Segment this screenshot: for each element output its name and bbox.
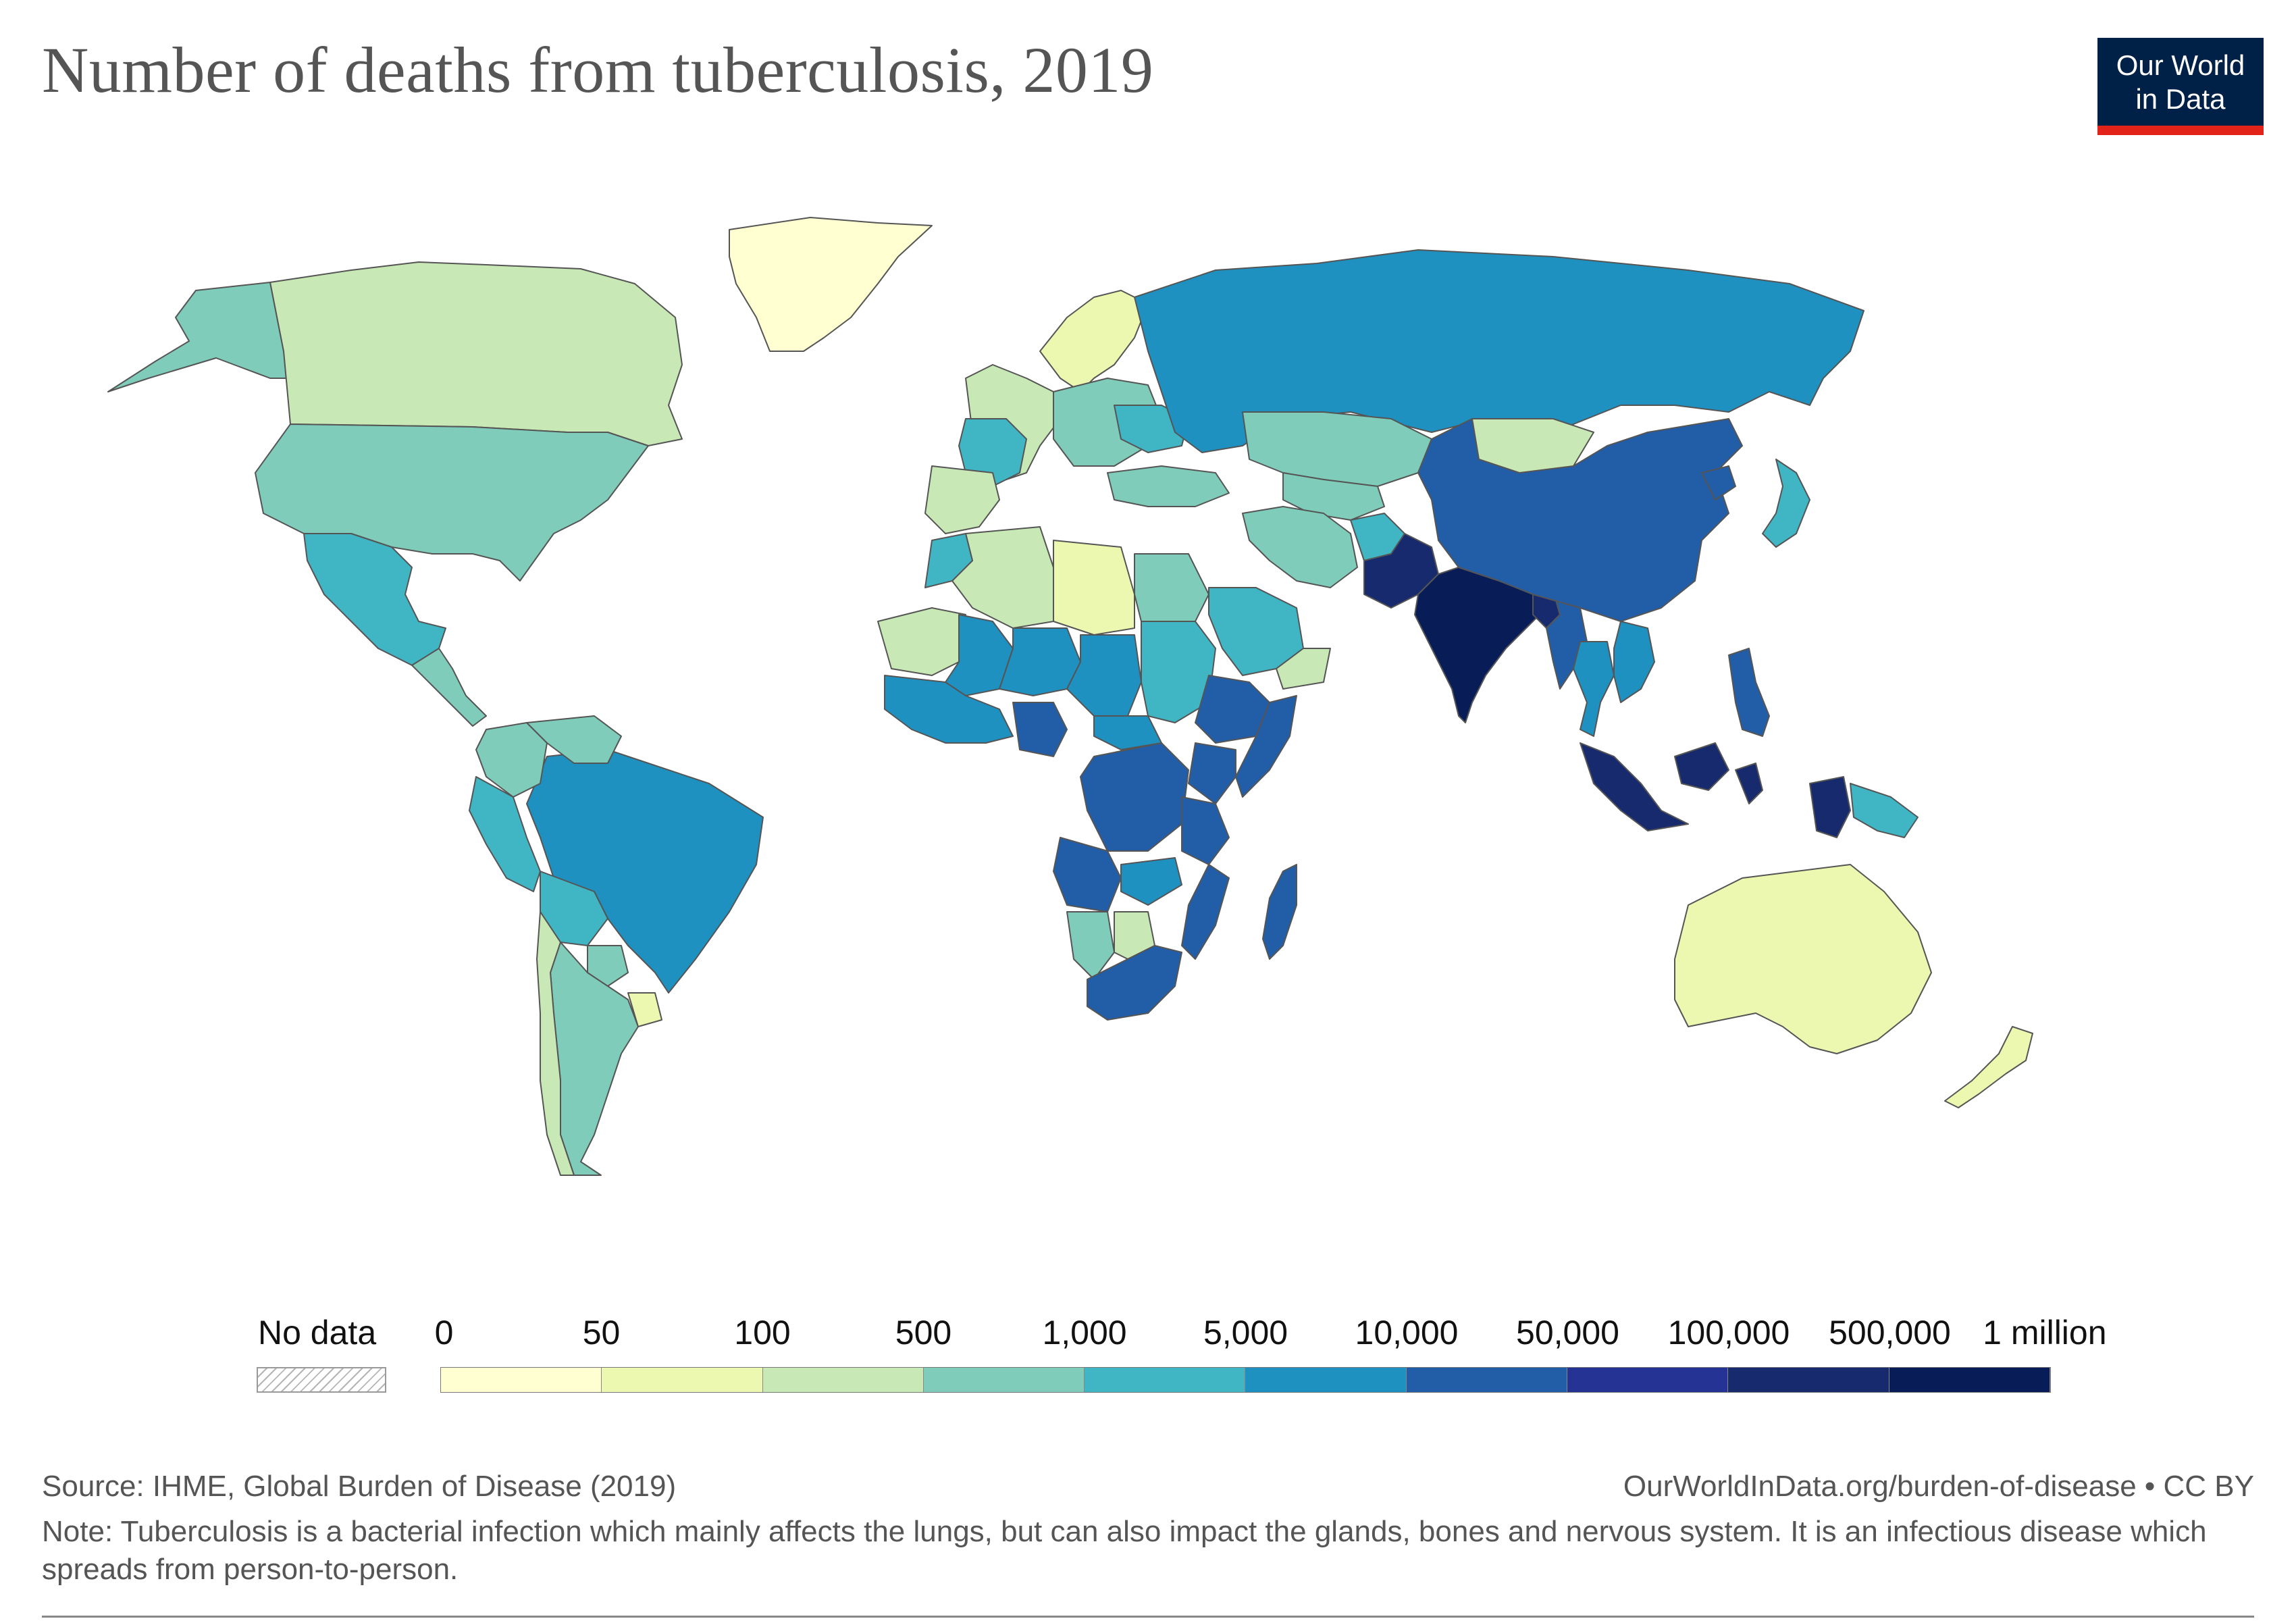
region-libya[interactable]	[1053, 540, 1135, 636]
legend-no-data-swatch	[257, 1367, 386, 1393]
region-zambia[interactable]	[1120, 857, 1182, 906]
region-iran[interactable]	[1242, 506, 1358, 588]
region-tanzania[interactable]	[1181, 796, 1230, 865]
region-north-korea[interactable]	[1701, 465, 1736, 500]
region-venezuela[interactable]	[526, 715, 622, 764]
region-paraguay[interactable]	[587, 945, 629, 987]
legend-tick-label: 50,000	[1516, 1314, 1619, 1352]
legend-bin-2	[762, 1368, 924, 1392]
region-japan[interactable]	[1762, 459, 1810, 548]
source-url[interactable]: OurWorldInData.org/burden-of-disease • C…	[1623, 1470, 2254, 1503]
color-legend	[440, 1367, 2051, 1393]
legend-tick-label: 50	[582, 1314, 621, 1352]
bottom-divider	[42, 1616, 2254, 1618]
legend-bin-8	[1728, 1368, 1889, 1392]
region-france[interactable]	[958, 418, 1027, 487]
region-madagascar[interactable]	[1262, 864, 1297, 960]
region-west-africa[interactable]	[884, 675, 1014, 744]
logo-line-1: Our World	[2116, 49, 2245, 81]
region-arabian-peninsula[interactable]	[1276, 648, 1331, 690]
legend-bin-7	[1567, 1368, 1729, 1392]
region-somalia[interactable]	[1235, 695, 1297, 798]
region-chad[interactable]	[1066, 634, 1142, 717]
region-sudan[interactable]	[1141, 621, 1216, 723]
logo-line-2: in Data	[2135, 83, 2226, 115]
region-uruguay[interactable]	[627, 992, 662, 1027]
region-turkey[interactable]	[1107, 465, 1230, 507]
legend-tick-label: 100	[734, 1314, 791, 1352]
legend-bin-3	[923, 1368, 1085, 1392]
region-russia[interactable]	[1134, 249, 1864, 453]
region-central-america[interactable]	[411, 648, 487, 727]
region-canada[interactable]	[269, 261, 683, 446]
region-mozambique[interactable]	[1181, 864, 1230, 960]
region-namibia[interactable]	[1066, 911, 1115, 980]
legend-bin-0	[441, 1368, 602, 1392]
region-iceland-and-nordics[interactable]	[1039, 290, 1149, 392]
region-mexico[interactable]	[303, 533, 446, 666]
legend-tick-label: 100,000	[1667, 1314, 1790, 1352]
legend-tick-label: 500,000	[1829, 1314, 1951, 1352]
legend-bin-4	[1085, 1368, 1246, 1392]
legend-tick-label: 10,000	[1355, 1314, 1459, 1352]
region-spain[interactable]	[924, 465, 1000, 534]
region-kazakhstan[interactable]	[1242, 411, 1432, 487]
region-nigeria[interactable]	[1012, 702, 1068, 757]
legend-no-data-label: No data	[258, 1314, 377, 1352]
region-south-africa[interactable]	[1087, 945, 1182, 1021]
region-central-asia[interactable]	[1282, 472, 1385, 521]
region-thailand[interactable]	[1573, 641, 1615, 737]
region-vietnam[interactable]	[1613, 621, 1655, 703]
region-peru[interactable]	[469, 776, 541, 892]
source-text: Source: IHME, Global Burden of Disease (…	[42, 1470, 677, 1503]
region-new-zealand[interactable]	[1944, 1026, 2033, 1108]
legend-tick-label: 5,000	[1203, 1314, 1288, 1352]
legend-bin-9	[1889, 1368, 2050, 1392]
region-mongolia[interactable]	[1471, 418, 1594, 473]
owid-logo[interactable]: Our World in Data	[2097, 38, 2264, 135]
legend-bin-6	[1406, 1368, 1568, 1392]
region-egypt[interactable]	[1134, 553, 1209, 622]
region-chile[interactable]	[536, 911, 575, 1176]
note-text: Note: Tuberculosis is a bacterial infect…	[42, 1515, 2207, 1586]
region-papua-new-guinea[interactable]	[1850, 783, 1919, 838]
legend-tick-label: 500	[895, 1314, 952, 1352]
region-brazil[interactable]	[526, 749, 764, 994]
region-indonesia[interactable]	[1580, 742, 1851, 838]
region-dr-congo[interactable]	[1080, 742, 1189, 852]
legend-bin-5	[1245, 1368, 1407, 1392]
world-map	[107, 217, 2033, 1176]
legend-bin-1	[602, 1368, 763, 1392]
chart-title: Number of deaths from tuberculosis, 2019	[42, 34, 1154, 106]
region-morocco[interactable]	[924, 533, 973, 588]
region-mali[interactable]	[945, 614, 1014, 696]
region-greenland[interactable]	[729, 217, 933, 352]
legend-tick-label: 1 million	[1983, 1314, 2107, 1352]
legend-tick-label: 0	[434, 1314, 454, 1352]
legend-tick-label: 1,000	[1042, 1314, 1127, 1352]
region-niger[interactable]	[999, 627, 1081, 696]
region-australia[interactable]	[1674, 864, 1932, 1054]
region-kenya[interactable]	[1188, 742, 1236, 804]
region-west-sahel[interactable]	[877, 607, 966, 676]
region-philippines[interactable]	[1728, 648, 1770, 737]
region-myanmar[interactable]	[1546, 590, 1588, 690]
